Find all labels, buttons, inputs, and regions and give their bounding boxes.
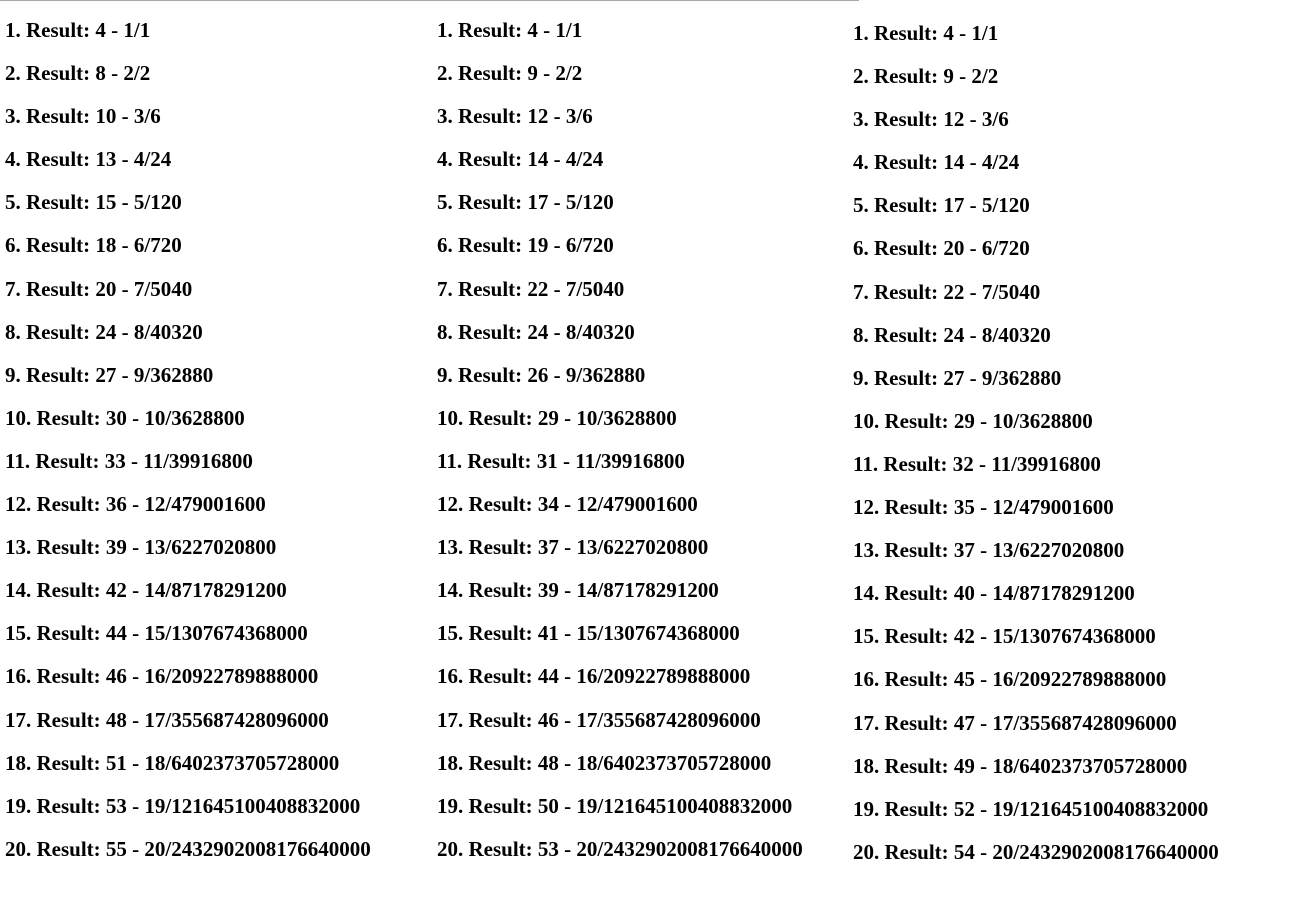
result-line: 6. Result: 20 - 6/720: [853, 236, 1030, 261]
result-line: 19. Result: 53 - 19/121645100408832000: [5, 793, 361, 818]
result-line: 13. Result: 37 - 13/6227020800: [437, 535, 709, 560]
result-line: 10. Result: 29 - 10/3628800: [437, 405, 677, 430]
result-line: 9. Result: 26 - 9/362880: [437, 362, 646, 387]
result-line: 18. Result: 48 - 18/6402373705728000: [437, 750, 772, 775]
result-line: 6. Result: 18 - 6/720: [5, 233, 182, 258]
result-line: 3. Result: 10 - 3/6: [5, 104, 161, 129]
result-line: 12. Result: 34 - 12/479001600: [437, 492, 698, 517]
result-line: 3. Result: 12 - 3/6: [853, 107, 1009, 132]
result-line: 13. Result: 37 - 13/6227020800: [853, 538, 1125, 563]
results-column-2: 1. Result: 4 - 1/1 2. Result: 9 - 2/2 3.…: [437, 18, 803, 882]
result-line: 10. Result: 30 - 10/3628800: [5, 405, 245, 430]
result-line: 17. Result: 48 - 17/355687428096000: [5, 707, 329, 732]
result-line: 14. Result: 40 - 14/87178291200: [853, 581, 1135, 606]
result-line: 7. Result: 22 - 7/5040: [437, 276, 625, 301]
result-line: 11. Result: 32 - 11/39916800: [853, 451, 1101, 476]
result-line: 5. Result: 15 - 5/120: [5, 190, 182, 215]
result-line: 20. Result: 54 - 20/2432902008176640000: [853, 839, 1219, 864]
result-line: 5. Result: 17 - 5/120: [853, 193, 1030, 218]
result-line: 1. Result: 4 - 1/1: [853, 21, 999, 45]
result-line: 1. Result: 4 - 1/1: [5, 18, 151, 42]
result-line: 5. Result: 17 - 5/120: [437, 190, 614, 215]
result-line: 17. Result: 47 - 17/355687428096000: [853, 710, 1177, 735]
result-line: 8. Result: 24 - 8/40320: [853, 322, 1051, 347]
result-line: 7. Result: 20 - 7/5040: [5, 276, 193, 301]
result-line: 18. Result: 51 - 18/6402373705728000: [5, 750, 340, 775]
result-line: 2. Result: 8 - 2/2: [5, 61, 151, 86]
results-column-1: 1. Result: 4 - 1/1 2. Result: 8 - 2/2 3.…: [5, 18, 371, 882]
result-line: 6. Result: 19 - 6/720: [437, 233, 614, 258]
result-line: 16. Result: 46 - 16/20922789888000: [5, 664, 319, 689]
result-line: 17. Result: 46 - 17/355687428096000: [437, 707, 761, 732]
result-line: 18. Result: 49 - 18/6402373705728000: [853, 753, 1188, 778]
result-line: 19. Result: 52 - 19/121645100408832000: [853, 796, 1209, 821]
result-line: 14. Result: 42 - 14/87178291200: [5, 578, 287, 603]
result-line: 2. Result: 9 - 2/2: [437, 61, 583, 86]
result-line: 15. Result: 41 - 15/1307674368000: [437, 621, 740, 646]
result-line: 3. Result: 12 - 3/6: [437, 104, 593, 129]
result-line: 11. Result: 31 - 11/39916800: [437, 448, 685, 473]
result-line: 8. Result: 24 - 8/40320: [5, 319, 203, 344]
result-line: 2. Result: 9 - 2/2: [853, 64, 999, 89]
result-line: 8. Result: 24 - 8/40320: [437, 319, 635, 344]
result-line: 15. Result: 44 - 15/1307674368000: [5, 621, 308, 646]
result-line: 1. Result: 4 - 1/1: [437, 18, 583, 42]
results-column-3: 1. Result: 4 - 1/1 2. Result: 9 - 2/2 3.…: [853, 21, 1219, 885]
result-line: 11. Result: 33 - 11/39916800: [5, 448, 253, 473]
result-line: 12. Result: 35 - 12/479001600: [853, 495, 1114, 520]
result-line: 4. Result: 14 - 4/24: [853, 150, 1020, 175]
result-line: 14. Result: 39 - 14/87178291200: [437, 578, 719, 603]
result-line: 20. Result: 55 - 20/2432902008176640000: [5, 836, 371, 861]
result-line: 7. Result: 22 - 7/5040: [853, 279, 1041, 304]
result-line: 16. Result: 44 - 16/20922789888000: [437, 664, 751, 689]
result-line: 19. Result: 50 - 19/121645100408832000: [437, 793, 793, 818]
result-line: 20. Result: 53 - 20/2432902008176640000: [437, 836, 803, 861]
top-divider: [0, 0, 859, 1]
result-line: 4. Result: 14 - 4/24: [437, 147, 604, 172]
result-line: 9. Result: 27 - 9/362880: [853, 365, 1062, 390]
result-line: 16. Result: 45 - 16/20922789888000: [853, 667, 1167, 692]
result-line: 12. Result: 36 - 12/479001600: [5, 492, 266, 517]
result-line: 4. Result: 13 - 4/24: [5, 147, 172, 172]
result-line: 10. Result: 29 - 10/3628800: [853, 408, 1093, 433]
result-line: 9. Result: 27 - 9/362880: [5, 362, 214, 387]
result-line: 15. Result: 42 - 15/1307674368000: [853, 624, 1156, 649]
result-line: 13. Result: 39 - 13/6227020800: [5, 535, 277, 560]
